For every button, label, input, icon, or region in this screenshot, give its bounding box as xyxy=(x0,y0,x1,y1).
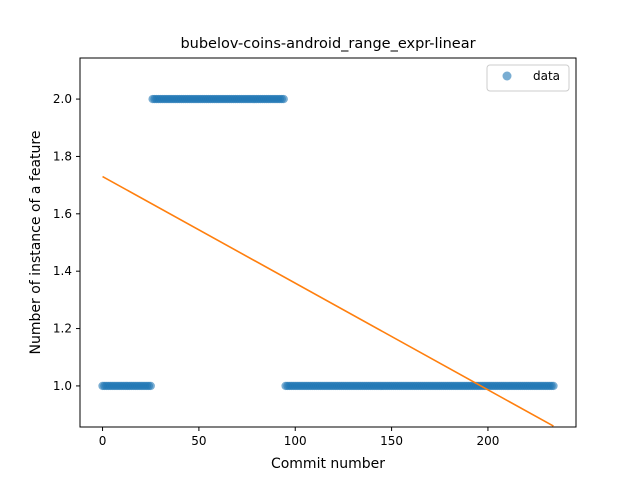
linear-fit-line xyxy=(102,175,554,427)
legend-label-data: data xyxy=(533,69,560,83)
y-tick-label: 1.6 xyxy=(53,207,72,221)
y-axis-label: Number of instance of a feature xyxy=(28,131,44,355)
y-tick-label: 1.2 xyxy=(53,322,72,336)
legend-box xyxy=(486,64,570,92)
y-tick-label: 1.0 xyxy=(53,379,72,393)
x-axis-ticks: 0 50 100 150 200 xyxy=(99,427,499,448)
x-axis-label: Commit number xyxy=(271,456,385,472)
x-tick-label: 50 xyxy=(191,434,206,448)
x-tick-label: 200 xyxy=(476,434,499,448)
plot-marks xyxy=(98,94,558,427)
legend-marker-data xyxy=(502,71,512,81)
y-tick-label: 1.4 xyxy=(53,264,72,278)
x-tick-label: 100 xyxy=(284,434,307,448)
y-tick-label: 1.8 xyxy=(53,149,72,163)
plot-frame xyxy=(79,57,577,428)
legend: data xyxy=(486,64,570,92)
data-point xyxy=(279,94,288,104)
data-point xyxy=(549,381,558,391)
y-tick-label: 2.0 xyxy=(53,92,72,106)
data-point xyxy=(146,381,155,391)
chart-title: bubelov-coins-android_range_expr-linear xyxy=(180,36,475,52)
x-tick-label: 150 xyxy=(380,434,403,448)
x-tick-label: 0 xyxy=(99,434,107,448)
y-axis-ticks: 1.0 1.2 1.4 1.6 1.8 2.0 xyxy=(53,92,80,393)
